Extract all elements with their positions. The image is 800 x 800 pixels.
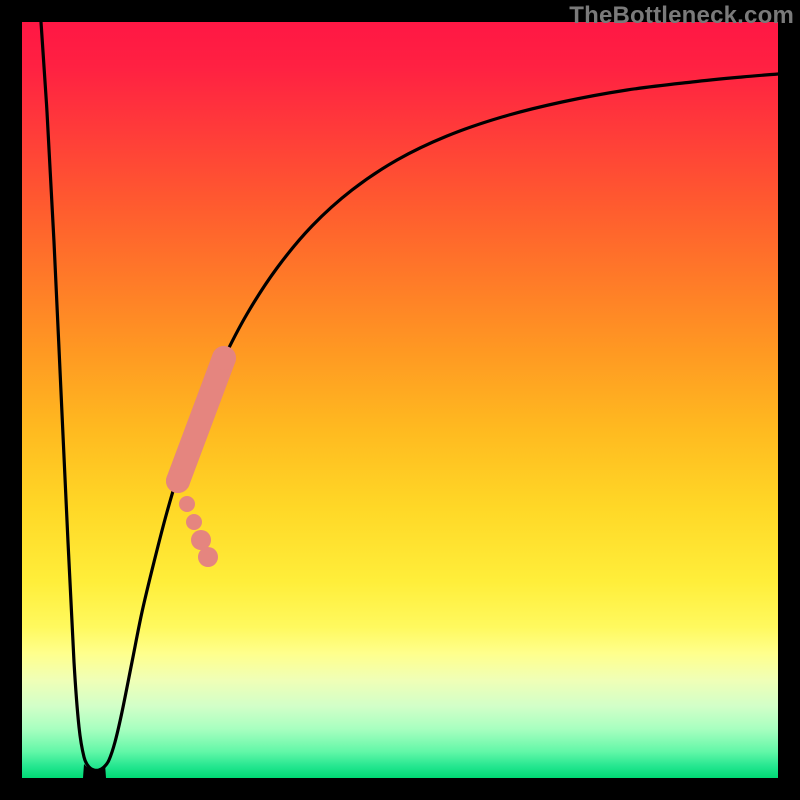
chart-root: TheBottleneck.com xyxy=(0,0,800,800)
watermark-text: TheBottleneck.com xyxy=(569,2,794,30)
marker-dot-1 xyxy=(212,346,236,370)
bottleneck-curve xyxy=(41,22,778,770)
marker-dot-2 xyxy=(179,496,195,512)
marker-segment xyxy=(178,358,224,481)
curve-layer xyxy=(22,22,778,778)
marker-dot-0 xyxy=(166,469,190,493)
marker-dot-3 xyxy=(186,514,202,530)
marker-dot-5 xyxy=(198,547,218,567)
plot-area xyxy=(22,22,778,778)
